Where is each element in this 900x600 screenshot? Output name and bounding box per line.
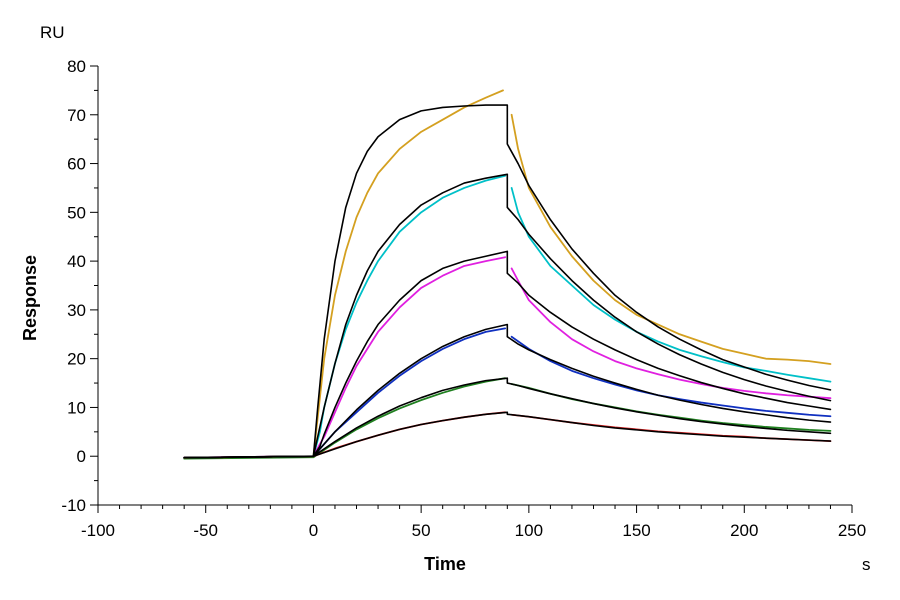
x-ticks: -100 -50 0 50 100 150 200 250 (81, 505, 866, 540)
response-curve (510, 335, 832, 418)
response-curve (510, 383, 832, 432)
y-tick-label: 70 (67, 106, 86, 125)
y-tick-label: 40 (67, 252, 86, 271)
y-tick-label: 20 (67, 350, 86, 369)
response-curve (510, 187, 832, 383)
x-tick-label: 200 (730, 521, 758, 540)
x-tick-label: -100 (81, 521, 115, 540)
y-tick-label: 10 (67, 398, 86, 417)
y-ticks: -10 0 10 20 30 40 50 60 70 80 (61, 57, 98, 515)
response-curve (183, 174, 507, 459)
response-curve (183, 327, 507, 459)
response-curve (510, 267, 832, 400)
y-tick-label: -10 (61, 496, 86, 515)
response-curve (510, 113, 832, 365)
x-unit-label: s (862, 555, 871, 574)
y-tick-label: 80 (67, 57, 86, 76)
fit-curve (183, 173, 832, 459)
x-axis-title: Time (424, 554, 466, 574)
y-axis-title: Response (20, 255, 40, 341)
x-tick-label: 50 (412, 521, 431, 540)
fit-curve (183, 250, 832, 459)
x-tick-label: 250 (838, 521, 866, 540)
y-tick-label: 0 (77, 447, 86, 466)
fit-curve (183, 411, 832, 459)
y-unit-label: RU (40, 23, 65, 42)
series-layer (183, 89, 832, 460)
axes (97, 66, 852, 506)
x-tick-label: 100 (515, 521, 543, 540)
response-curve (183, 377, 507, 460)
fit-curve (183, 323, 832, 459)
response-curve (183, 89, 504, 459)
response-curve (183, 256, 507, 459)
x-tick-label: 150 (622, 521, 650, 540)
y-tick-label: 50 (67, 203, 86, 222)
fit-curve (183, 104, 832, 459)
x-tick-label: -50 (193, 521, 218, 540)
x-tick-label: 0 (309, 521, 318, 540)
y-tick-label: 30 (67, 301, 86, 320)
y-tick-label: 60 (67, 155, 86, 174)
fit-curve (183, 377, 832, 459)
